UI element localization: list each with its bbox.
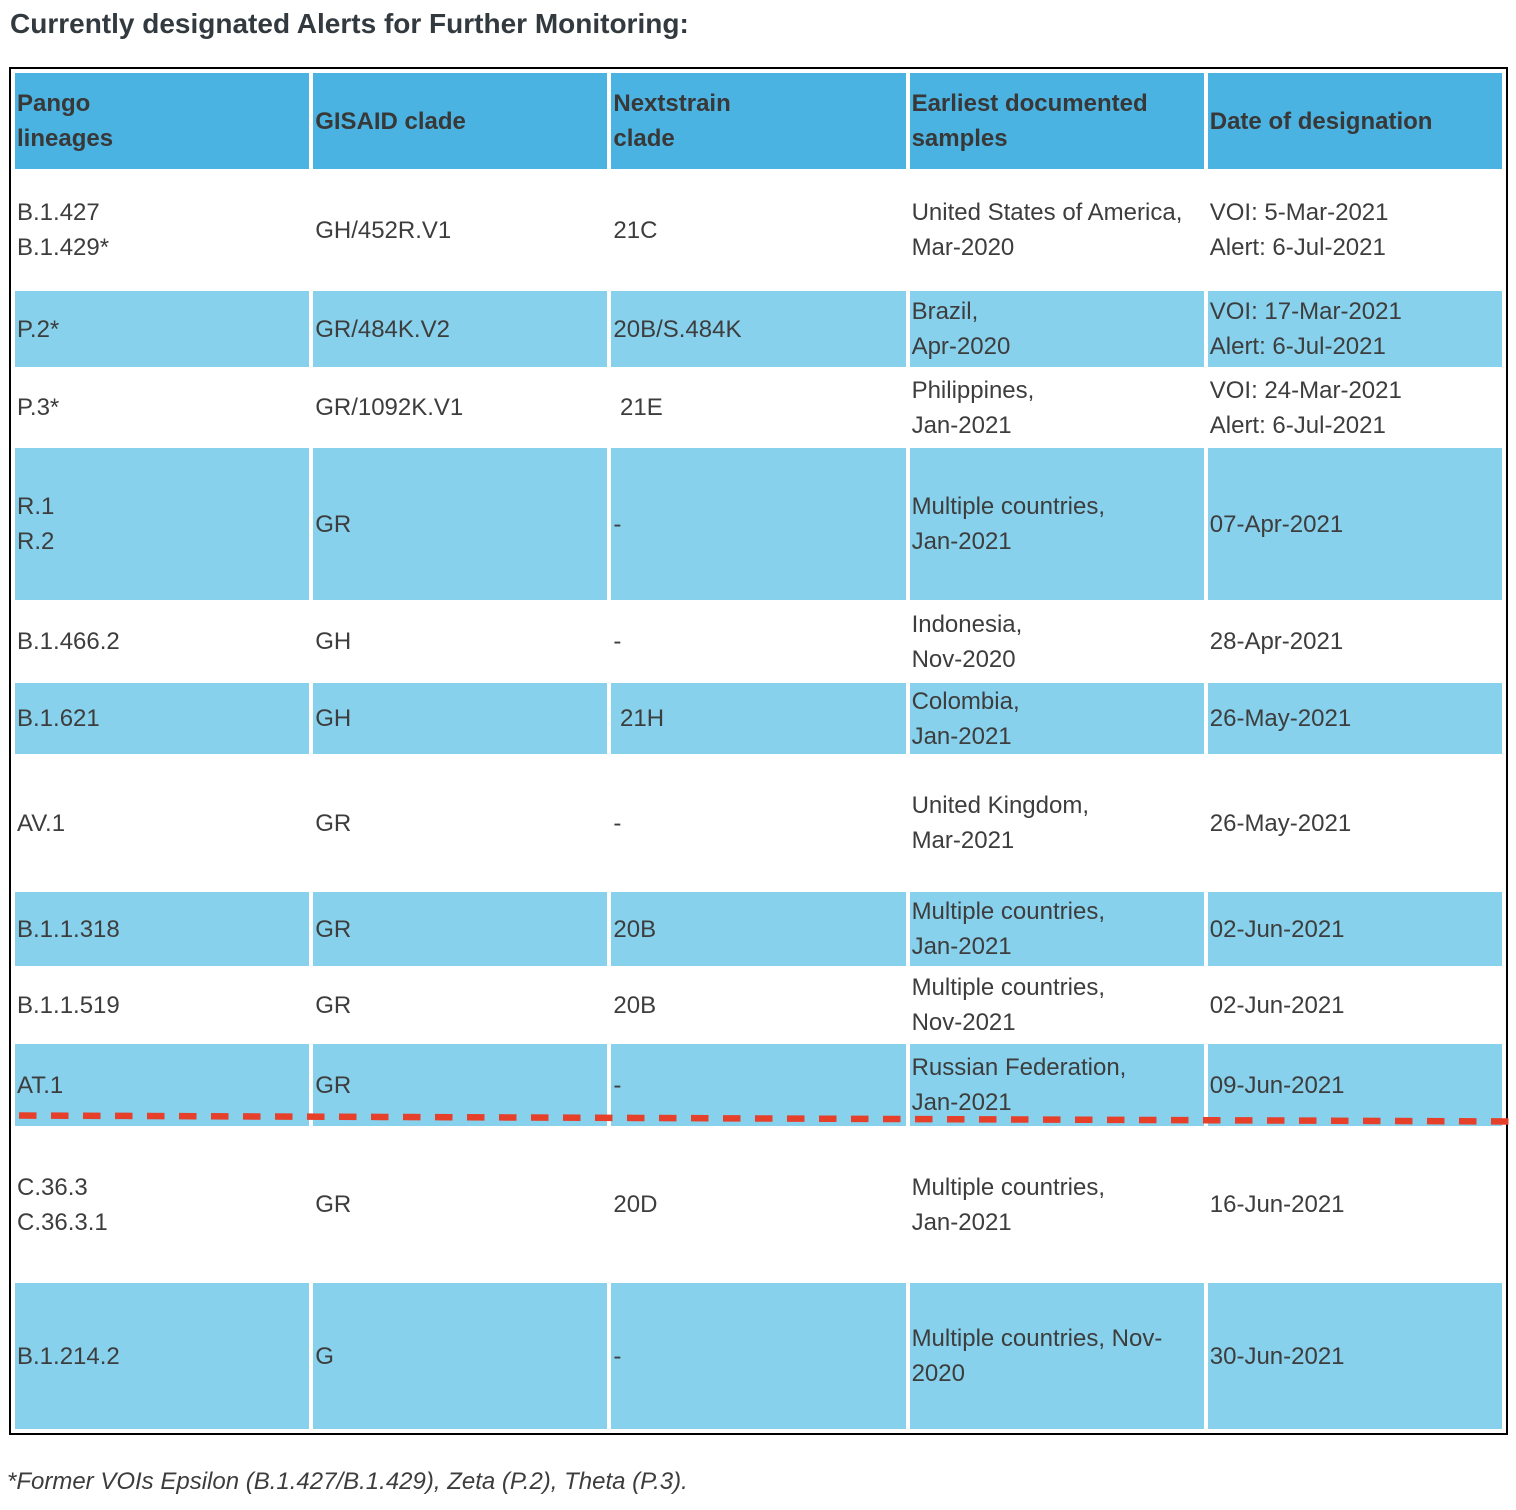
cell-pango-lineages: P.3* (15, 371, 310, 444)
table-row: B.1.466.2 GH - Indonesia, Nov-2020 28-Ap… (15, 604, 1502, 679)
cell-gisaid-clade: GR (313, 892, 608, 966)
cell-pango-lineages: C.36.3 C.36.3.1 (15, 1130, 310, 1279)
cell-earliest-documented-samples: Colombia, Jan-2021 (909, 683, 1204, 754)
cell-gisaid-clade: GR (313, 1044, 608, 1126)
cell-pango-lineages: AT.1 (15, 1044, 310, 1126)
cell-nextstrain-clade: 21C (611, 173, 906, 287)
alerts-table: Pango lineages GISAID clade Nextstrain c… (9, 67, 1508, 1435)
cell-pango-lineages: R.1 R.2 (15, 448, 310, 600)
cell-gisaid-clade: GR/484K.V2 (313, 291, 608, 367)
table-row: B.1.214.2 G - Multiple countries, Nov- 2… (15, 1283, 1502, 1429)
cell-nextstrain-clade: 20B (611, 892, 906, 966)
cell-date-of-designation: VOI: 17-Mar-2021 Alert: 6-Jul-2021 (1207, 291, 1502, 367)
cell-earliest-documented-samples: Indonesia, Nov-2020 (909, 604, 1204, 679)
cell-date-of-designation: 09-Jun-2021 (1207, 1044, 1502, 1126)
table-row: C.36.3 C.36.3.1 GR 20D Multiple countrie… (15, 1130, 1502, 1279)
column-header-earliest-documented-samples: Earliest documented samples (909, 73, 1204, 169)
cell-earliest-documented-samples: Multiple countries, Jan-2021 (909, 448, 1204, 600)
cell-date-of-designation: 16-Jun-2021 (1207, 1130, 1502, 1279)
cell-gisaid-clade: GH (313, 604, 608, 679)
column-header-nextstrain-clade: Nextstrain clade (611, 73, 906, 169)
cell-nextstrain-clade: 21E (611, 371, 906, 444)
cell-earliest-documented-samples: Multiple countries, Jan-2021 (909, 1130, 1204, 1279)
table-row: B.1.427 B.1.429* GH/452R.V1 21C United S… (15, 173, 1502, 287)
cell-gisaid-clade: GR (313, 448, 608, 600)
cell-earliest-documented-samples: Multiple countries, Nov-2021 (909, 970, 1204, 1040)
table-header-row: Pango lineages GISAID clade Nextstrain c… (15, 73, 1502, 169)
cell-earliest-documented-samples: Multiple countries, Jan-2021 (909, 892, 1204, 966)
table-row: B.1.1.519 GR 20B Multiple countries, Nov… (15, 970, 1502, 1040)
cell-nextstrain-clade: - (611, 758, 906, 888)
cell-earliest-documented-samples: United Kingdom, Mar-2021 (909, 758, 1204, 888)
column-header-pango-lineages: Pango lineages (15, 73, 310, 169)
table-row: P.3* GR/1092K.V1 21E Philippines, Jan-20… (15, 371, 1502, 444)
cell-nextstrain-clade: 21H (611, 683, 906, 754)
cell-earliest-documented-samples: Multiple countries, Nov- 2020 (909, 1283, 1204, 1429)
cell-pango-lineages: B.1.621 (15, 683, 310, 754)
cell-nextstrain-clade: - (611, 604, 906, 679)
cell-gisaid-clade: GR (313, 1130, 608, 1279)
column-header-gisaid-clade: GISAID clade (313, 73, 608, 169)
cell-gisaid-clade: G (313, 1283, 608, 1429)
table-row: AV.1 GR - United Kingdom, Mar-2021 26-Ma… (15, 758, 1502, 888)
cell-gisaid-clade: GH/452R.V1 (313, 173, 608, 287)
table-row: B.1.621 GH 21H Colombia, Jan-2021 26-May… (15, 683, 1502, 754)
cell-earliest-documented-samples: Philippines, Jan-2021 (909, 371, 1204, 444)
table-row: AT.1 GR - Russian Federation, Jan-2021 0… (15, 1044, 1502, 1126)
cell-gisaid-clade: GR (313, 758, 608, 888)
cell-nextstrain-clade: - (611, 448, 906, 600)
cell-pango-lineages: B.1.466.2 (15, 604, 310, 679)
column-header-date-of-designation: Date of designation (1207, 73, 1502, 169)
cell-pango-lineages: B.1.427 B.1.429* (15, 173, 310, 287)
cell-gisaid-clade: GH (313, 683, 608, 754)
cell-pango-lineages: B.1.1.318 (15, 892, 310, 966)
cell-pango-lineages: AV.1 (15, 758, 310, 888)
table-row: B.1.1.318 GR 20B Multiple countries, Jan… (15, 892, 1502, 966)
cell-date-of-designation: 02-Jun-2021 (1207, 892, 1502, 966)
cell-gisaid-clade: GR/1092K.V1 (313, 371, 608, 444)
table-row: P.2* GR/484K.V2 20B/S.484K Brazil, Apr-2… (15, 291, 1502, 367)
cell-nextstrain-clade: 20B (611, 970, 906, 1040)
cell-pango-lineages: P.2* (15, 291, 310, 367)
cell-nextstrain-clade: 20B/S.484K (611, 291, 906, 367)
cell-date-of-designation: 26-May-2021 (1207, 683, 1502, 754)
cell-earliest-documented-samples: Brazil, Apr-2020 (909, 291, 1204, 367)
cell-earliest-documented-samples: United States of America, Mar-2020 (909, 173, 1204, 287)
cell-date-of-designation: 02-Jun-2021 (1207, 970, 1502, 1040)
footnote: *Former VOIs Epsilon (B.1.427/B.1.429), … (7, 1468, 688, 1495)
cell-nextstrain-clade: - (611, 1283, 906, 1429)
cell-date-of-designation: 26-May-2021 (1207, 758, 1502, 888)
cell-gisaid-clade: GR (313, 970, 608, 1040)
cell-nextstrain-clade: - (611, 1044, 906, 1126)
cell-date-of-designation: 30-Jun-2021 (1207, 1283, 1502, 1429)
cell-pango-lineages: B.1.1.519 (15, 970, 310, 1040)
table-row: R.1 R.2 GR - Multiple countries, Jan-202… (15, 448, 1502, 600)
cell-nextstrain-clade: 20D (611, 1130, 906, 1279)
cell-earliest-documented-samples: Russian Federation, Jan-2021 (909, 1044, 1204, 1126)
cell-date-of-designation: VOI: 24-Mar-2021 Alert: 6-Jul-2021 (1207, 371, 1502, 444)
cell-date-of-designation: 28-Apr-2021 (1207, 604, 1502, 679)
cell-pango-lineages: B.1.214.2 (15, 1283, 310, 1429)
page-title: Currently designated Alerts for Further … (10, 8, 689, 39)
cell-date-of-designation: VOI: 5-Mar-2021 Alert: 6-Jul-2021 (1207, 173, 1502, 287)
cell-date-of-designation: 07-Apr-2021 (1207, 448, 1502, 600)
